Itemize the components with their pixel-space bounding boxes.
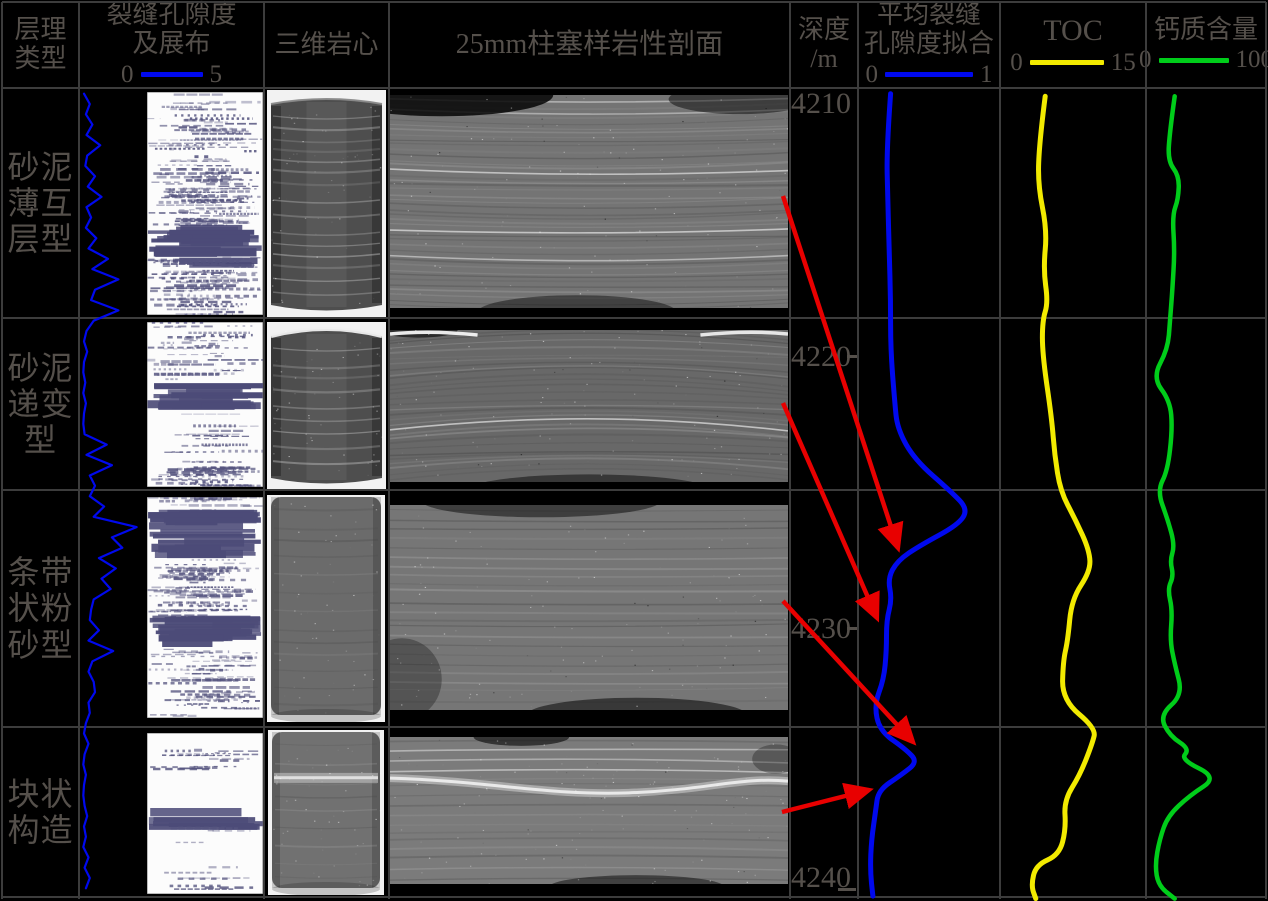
row-label-gradational: 砂泥 递变 型 bbox=[2, 318, 79, 490]
row-label-massive: 块状 构造 bbox=[2, 727, 79, 897]
depth-tick-4210: 4210 bbox=[791, 87, 851, 120]
toc-scale: 0 15 bbox=[1010, 49, 1136, 77]
row-label-banded-silt: 条带 状粉 砂型 bbox=[2, 490, 79, 727]
core-3d-title: 三维岩心 bbox=[274, 29, 379, 59]
scale-max: 1 bbox=[980, 60, 993, 88]
bedding-type-title: 层理 类型 bbox=[14, 15, 67, 73]
fracture-map-row2 bbox=[147, 322, 263, 487]
fracture-map-row1 bbox=[147, 92, 263, 315]
scale-min: 0 bbox=[865, 60, 879, 88]
header-calcium: 钙质含量 0 100 bbox=[1139, 2, 1268, 88]
core-3d-row2 bbox=[267, 322, 386, 490]
fracture-porosity-scale: 0 5 bbox=[121, 61, 222, 89]
fracture-porosity-title: 裂缝孔隙度 及展布 bbox=[106, 0, 237, 58]
scale-max: 100 bbox=[1235, 46, 1268, 74]
depth-tick-mark bbox=[847, 355, 858, 358]
scale-line-blue bbox=[885, 72, 973, 78]
lithology-profile-row1 bbox=[390, 95, 788, 308]
header-depth: 深度 /m bbox=[790, 2, 858, 88]
fit-curve-title: 平均裂缝 孔隙度拟合 bbox=[863, 0, 994, 58]
scale-line-yellow bbox=[1029, 60, 1104, 65]
header-lithology-profile: 25mm柱塞样岩性剖面 bbox=[389, 2, 790, 88]
core-3d-row4 bbox=[268, 730, 384, 895]
depth-title: 深度 /m bbox=[797, 15, 850, 73]
toc-title: TOC bbox=[1043, 13, 1103, 47]
calcium-scale: 0 100 bbox=[1139, 46, 1268, 74]
calcium-title: 钙质含量 bbox=[1153, 14, 1258, 44]
row-label-thin-interbedded: 砂泥 薄互 层型 bbox=[2, 88, 79, 318]
core-3d-row3 bbox=[267, 495, 385, 722]
scale-line-green bbox=[1158, 57, 1229, 63]
header-fracture-porosity: 裂缝孔隙度 及展布 0 5 bbox=[79, 0, 264, 89]
header-fit-curve: 平均裂缝 孔隙度拟合 0 1 bbox=[858, 0, 1000, 89]
scale-max: 5 bbox=[209, 60, 223, 88]
lithology-profile-row4 bbox=[390, 737, 788, 884]
fit-curve-scale: 0 1 bbox=[866, 61, 993, 89]
scale-min: 0 bbox=[121, 60, 134, 88]
lithology-profile-row3 bbox=[390, 505, 788, 710]
depth-tick-mark bbox=[838, 888, 856, 891]
fracture-map-row3 bbox=[147, 497, 263, 718]
core-3d-row1 bbox=[267, 90, 386, 317]
scale-line-blue bbox=[140, 72, 203, 78]
lithology-profile-title: 25mm柱塞样岩性剖面 bbox=[455, 28, 724, 60]
scale-max: 15 bbox=[1110, 48, 1136, 76]
header-core-3d: 三维岩心 bbox=[264, 2, 389, 88]
lithology-profile-row2 bbox=[390, 330, 788, 482]
scale-min: 0 bbox=[1139, 46, 1152, 74]
row-label-text: 砂泥 递变 型 bbox=[7, 349, 74, 459]
fracture-map-row4 bbox=[147, 733, 263, 894]
row-label-text: 砂泥 薄互 层型 bbox=[7, 148, 74, 258]
header-toc: TOC 0 15 bbox=[1000, 2, 1146, 88]
depth-tick-mark bbox=[847, 627, 858, 630]
header-bedding-type: 层理 类型 bbox=[2, 2, 79, 88]
scale-min: 0 bbox=[1010, 48, 1023, 76]
row-label-text: 块状 构造 bbox=[7, 775, 74, 848]
row-label-text: 条带 状粉 砂型 bbox=[7, 554, 74, 663]
